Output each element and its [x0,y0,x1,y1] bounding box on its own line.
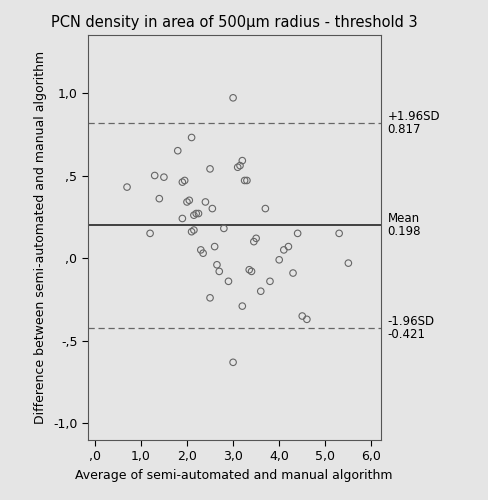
Point [188,228,196,235]
Point [211,242,219,250]
Point [215,268,223,276]
Point [190,211,198,219]
Point [181,176,188,184]
Point [146,230,154,237]
Text: 0.817: 0.817 [387,123,421,136]
Point [236,162,244,170]
Point [243,176,251,184]
Point [229,358,237,366]
Point [250,238,258,246]
Point [192,210,200,218]
Point [155,194,163,202]
Text: -0.421: -0.421 [387,328,426,341]
Point [245,266,253,274]
Point [197,246,204,254]
Point [206,294,214,302]
Point [206,165,214,173]
Point [202,198,209,206]
Point [224,278,232,285]
Point [239,156,246,164]
Point [188,134,196,141]
Point [298,312,306,320]
Point [185,196,193,204]
Text: +1.96SD: +1.96SD [387,110,440,123]
Point [266,278,274,285]
Point [179,178,186,186]
Point [151,172,159,179]
Point [303,316,311,324]
Point [213,261,221,269]
Point [199,249,207,257]
Point [262,204,269,212]
Point [257,287,264,295]
Point [247,268,255,276]
Point [345,259,352,267]
Point [275,256,283,264]
Point [252,234,260,242]
X-axis label: Average of semi-automated and manual algorithm: Average of semi-automated and manual alg… [76,469,393,482]
Point [208,204,216,212]
Point [220,224,228,232]
Point [183,198,191,206]
Point [160,173,168,181]
Point [289,269,297,277]
Y-axis label: Difference between semi-automated and manual algorithm: Difference between semi-automated and ma… [35,51,47,424]
Point [234,163,242,171]
Point [179,214,186,222]
Point [123,183,131,191]
Point [195,210,203,218]
Text: 0.198: 0.198 [387,226,421,238]
Point [190,226,198,234]
Point [285,242,292,250]
Point [335,230,343,237]
Point [174,146,182,154]
Point [280,246,288,254]
Title: PCN density in area of 500μm radius - threshold 3: PCN density in area of 500μm radius - th… [51,14,418,30]
Point [229,94,237,102]
Point [239,302,246,310]
Point [241,176,248,184]
Point [294,230,302,237]
Text: Mean: Mean [387,212,420,226]
Text: -1.96SD: -1.96SD [387,315,435,328]
